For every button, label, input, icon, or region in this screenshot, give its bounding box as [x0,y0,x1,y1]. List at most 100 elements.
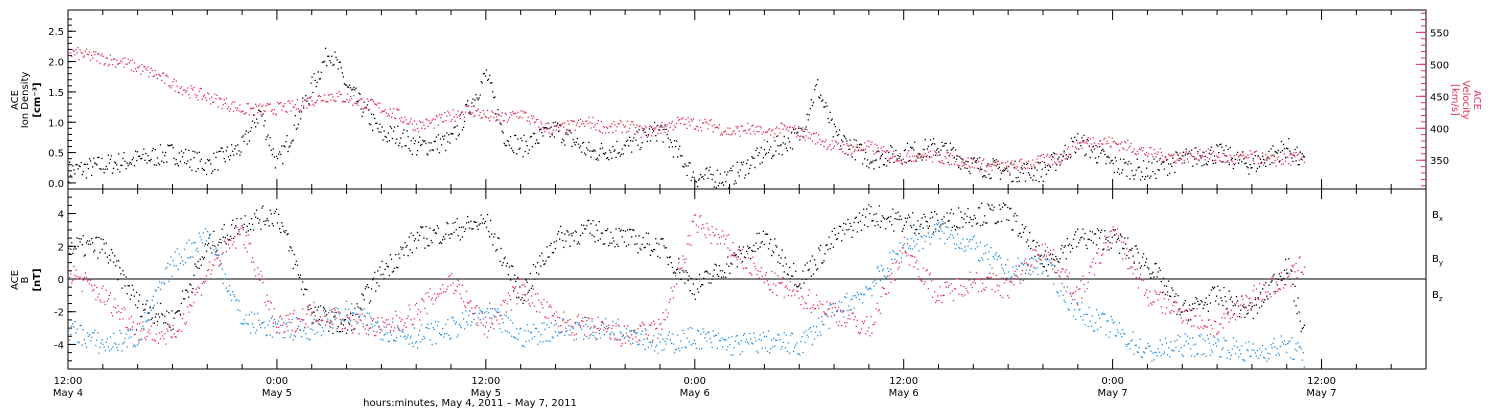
by-point [669,339,671,341]
bx-point [126,293,128,295]
velocity-point [1269,158,1271,160]
by-point [1119,333,1122,335]
by-point [478,312,480,314]
bx-point [736,266,738,268]
ion-density-point [1282,143,1285,146]
ion-density-point [1183,162,1185,164]
by-point [634,331,636,333]
ion-density-point [867,159,869,161]
by-point [1177,334,1179,336]
by-point [400,335,402,337]
by-point [1014,274,1016,277]
bx-point [749,247,751,249]
by-point [165,268,167,270]
bx-point [258,222,260,224]
velocity-point [288,100,290,102]
bx-point [579,234,582,237]
by-point [619,331,621,333]
by-point [887,267,889,269]
by-point [1104,313,1106,315]
bx-point [1042,266,1044,268]
bx-point [306,289,308,291]
ion-density-point [987,163,989,165]
velocity-point [1138,148,1140,150]
velocity-point [82,56,84,58]
bx-point [615,228,617,230]
velocity-point [455,113,457,116]
velocity-point [133,62,136,64]
by-point [1075,318,1077,320]
by-point [370,323,373,325]
velocity-point [340,93,342,96]
by-point [828,327,830,330]
ion-density-point [311,76,313,78]
velocity-point [1209,154,1212,156]
ion-density-point [858,144,861,146]
velocity-point [345,98,348,101]
ion-density-point [625,140,628,143]
by-point [272,325,274,328]
velocity-point [809,137,811,140]
velocity-point [1105,143,1107,145]
by-point [562,318,564,320]
velocity-point [209,98,211,100]
by-point [899,242,901,244]
velocity-point [365,106,367,108]
bx-point [917,220,919,222]
by-point [1076,303,1078,305]
by-point [850,299,852,301]
ion-density-point [979,168,982,170]
velocity-point [479,111,481,114]
bx-point [1066,238,1068,240]
by-point [129,329,131,332]
velocity-point [1104,137,1106,139]
ion-density-point [784,143,786,145]
by-point [419,330,421,332]
velocity-point [976,167,979,169]
ion-density-point [841,139,843,141]
velocity-point [509,111,512,114]
velocity-point [670,122,672,125]
velocity-point [761,133,763,135]
by-point [1028,264,1030,266]
by-point [1100,326,1102,328]
velocity-point [1127,139,1129,141]
ion-density-point [152,148,154,150]
velocity-point [687,117,689,119]
bx-point [348,322,350,324]
by-point [973,235,975,237]
ion-density-point [952,147,955,149]
by-point [904,250,906,252]
velocity-point [725,130,727,132]
by-point [542,341,544,343]
bx-point [790,275,793,277]
velocity-point [443,120,445,123]
velocity-point [293,106,295,108]
ion-density-point [837,133,840,136]
bx-point [829,247,831,250]
by-point [863,293,865,296]
bx-point [495,250,497,252]
bx-point [664,247,666,249]
ion-density-point [1257,155,1260,157]
bx-point [967,208,969,210]
ion-density-point [1144,178,1146,180]
by-point [736,334,738,337]
ion-density-point [872,160,874,162]
velocity-point [1273,162,1275,164]
by-point [180,256,183,258]
velocity-point [308,104,310,106]
bx-point [970,218,972,221]
bx-point [907,214,910,216]
by-point [642,343,644,346]
bx-point [442,239,444,241]
by-point [442,328,444,330]
bx-point [538,273,540,275]
velocity-point [1271,154,1273,156]
ion-density-point [521,139,523,142]
ion-density-point [794,132,796,134]
ion-density-point [1063,150,1065,152]
by-point [461,312,464,314]
ion-density-point [1178,159,1180,161]
bx-point [212,244,214,246]
